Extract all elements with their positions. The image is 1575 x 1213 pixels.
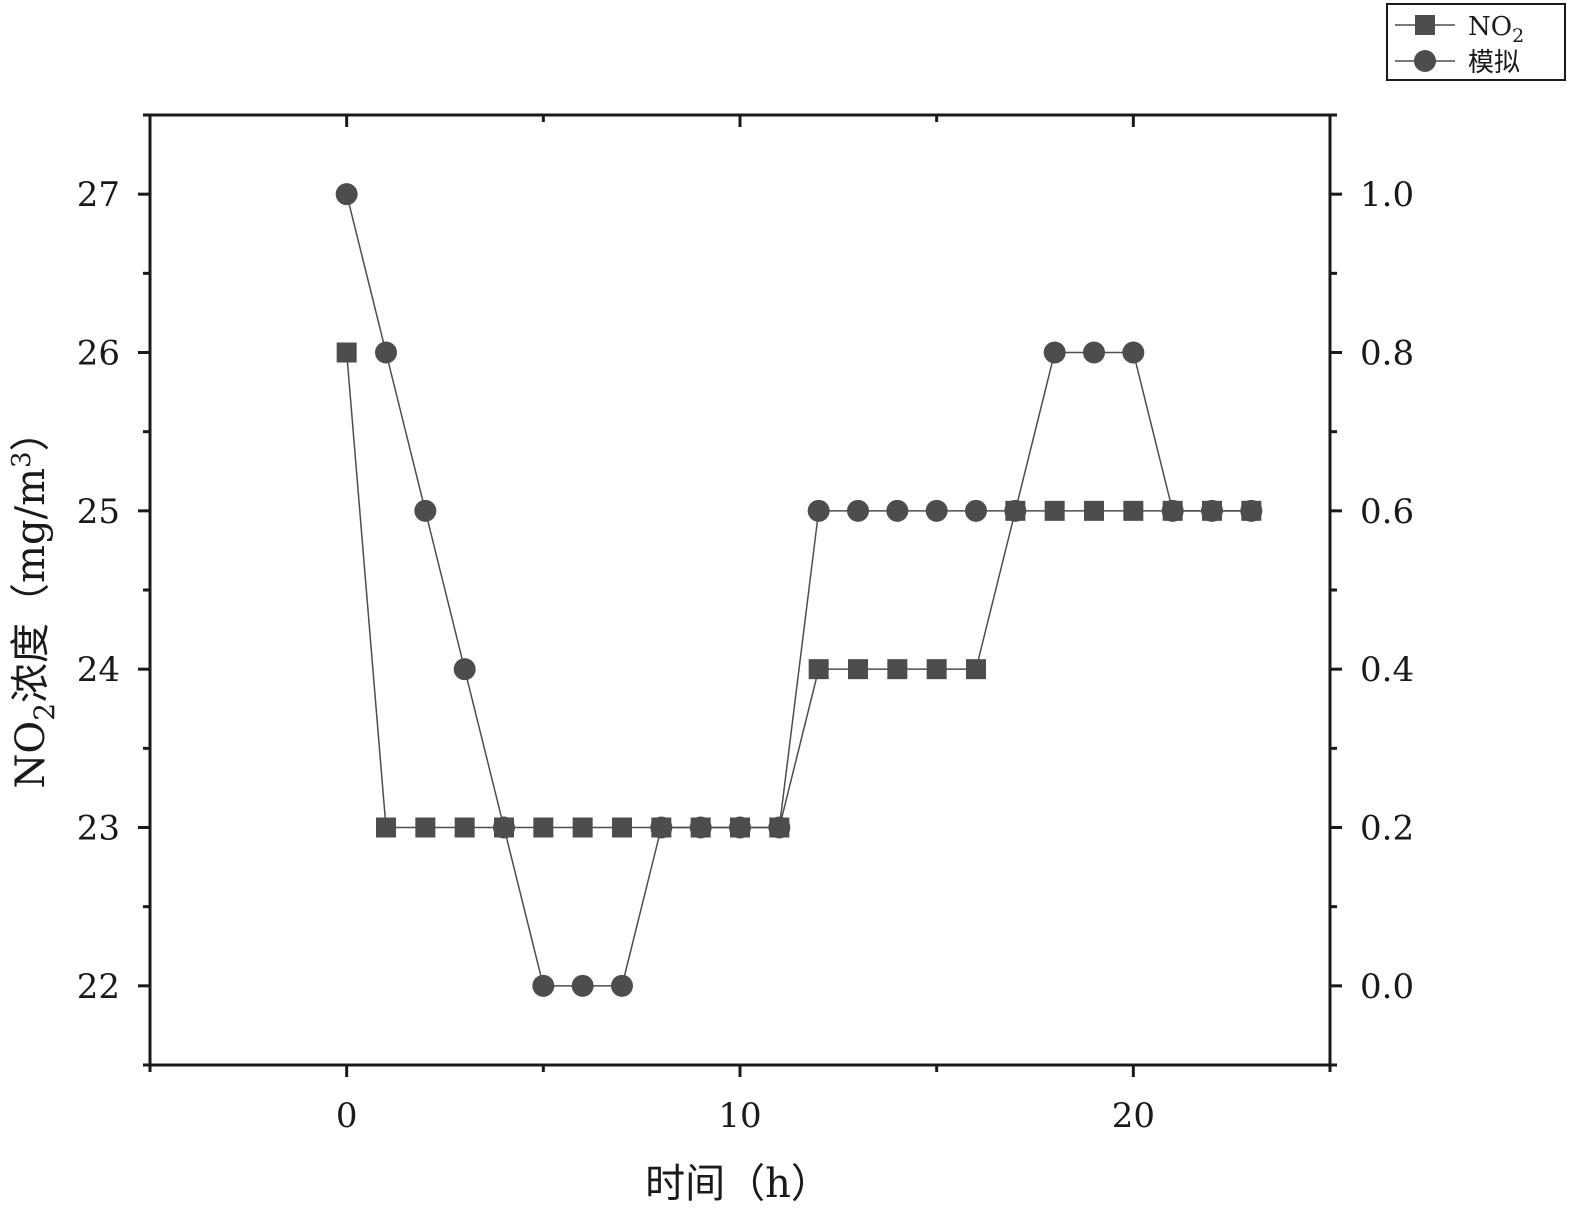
data-point-square (533, 817, 554, 838)
x-tick-label: 10 (718, 1096, 761, 1136)
y-title-rest: 浓度（mg/m (8, 468, 54, 703)
data-point-square (1084, 500, 1104, 521)
y-axis-title-left: NO2浓度（mg/m3） (7, 411, 61, 788)
series-no2 (336, 342, 1262, 838)
data-point-square (966, 659, 986, 680)
plot-frame (148, 113, 1332, 1067)
legend-label-no2-sub: 2 (1512, 25, 1524, 47)
data-point-square (454, 817, 475, 838)
legend-label-no2: NO2 (1468, 12, 1524, 47)
data-point-circle (925, 499, 948, 522)
data-point-square (848, 659, 868, 680)
data-point-square (1123, 500, 1144, 521)
y-left-tick-label: 22 (77, 967, 120, 1007)
axes: 0 10 20 22 23 24 25 26 27 0.0 0.2 0.4 0.6 0.8 1.0 (77, 113, 1414, 1136)
data-point-circle (689, 816, 712, 839)
y-right-tick-label: 0.2 (1360, 809, 1414, 849)
data-point-square (1044, 500, 1065, 521)
data-point-square (808, 659, 829, 680)
data-point-circle (650, 816, 673, 839)
data-point-circle (571, 974, 594, 997)
data-point-circle (611, 974, 633, 997)
data-point-square (926, 659, 947, 680)
y-title-superscript: 3 (7, 451, 37, 468)
y-left-tick-label: 25 (77, 492, 120, 532)
data-point-circle (375, 341, 397, 364)
data-point-circle (493, 816, 515, 839)
y-left-tick-label: 23 (77, 809, 120, 849)
data-point-square (612, 817, 632, 838)
data-point-square (336, 342, 357, 363)
y-title-subscript: 2 (28, 703, 61, 721)
series-line (345, 352, 1252, 829)
data-point-circle (1083, 341, 1105, 364)
y-title-main: NO (8, 721, 54, 789)
series-simulation (335, 183, 1263, 997)
legend-label-sim: 模拟 (1468, 48, 1520, 78)
y-title-close: ） (8, 411, 54, 451)
data-point-circle (453, 658, 476, 681)
legend-marker-circle (1414, 50, 1436, 72)
x-tick-label: 20 (1112, 1096, 1155, 1136)
data-point-square (572, 817, 593, 838)
data-point-circle (1201, 499, 1223, 522)
data-point-square (376, 817, 396, 838)
data-point-circle (1161, 499, 1184, 522)
x-tick-label: 0 (336, 1096, 358, 1136)
data-point-circle (729, 816, 751, 839)
data-point-circle (1122, 341, 1145, 364)
data-point-circle (335, 183, 358, 206)
axis-labels: 时间（h） NO2浓度（mg/m3） (7, 411, 831, 1207)
y-left-tick-label: 24 (77, 650, 120, 690)
series-line (345, 193, 1252, 987)
series-layer (335, 183, 1263, 997)
data-point-circle (768, 816, 791, 839)
data-point-circle (532, 974, 555, 997)
y-right-tick-label: 0.4 (1360, 650, 1414, 690)
y-right-tick-label: 0.8 (1360, 334, 1414, 374)
x-axis-title: 时间（h） (645, 1161, 831, 1207)
data-point-square (415, 817, 436, 838)
y-left-tick-label: 27 (77, 175, 120, 215)
y-left-tick-label: 26 (77, 334, 120, 374)
data-point-circle (965, 499, 987, 522)
legend-label-no2-main: NO (1468, 12, 1512, 42)
data-point-circle (1004, 499, 1027, 522)
y-right-tick-label: 1.0 (1360, 175, 1414, 215)
data-point-circle (847, 499, 869, 522)
data-point-circle (807, 499, 830, 522)
data-point-circle (1240, 499, 1263, 522)
data-point-circle (414, 499, 437, 522)
y-right-tick-label: 0.6 (1360, 492, 1414, 532)
data-point-circle (1043, 341, 1066, 364)
y-right-tick-label: 0.0 (1360, 967, 1414, 1007)
data-point-circle (886, 499, 909, 522)
legend: NO2 模拟 (1386, 3, 1566, 81)
legend-marker-square (1415, 15, 1435, 35)
data-point-square (887, 659, 908, 680)
